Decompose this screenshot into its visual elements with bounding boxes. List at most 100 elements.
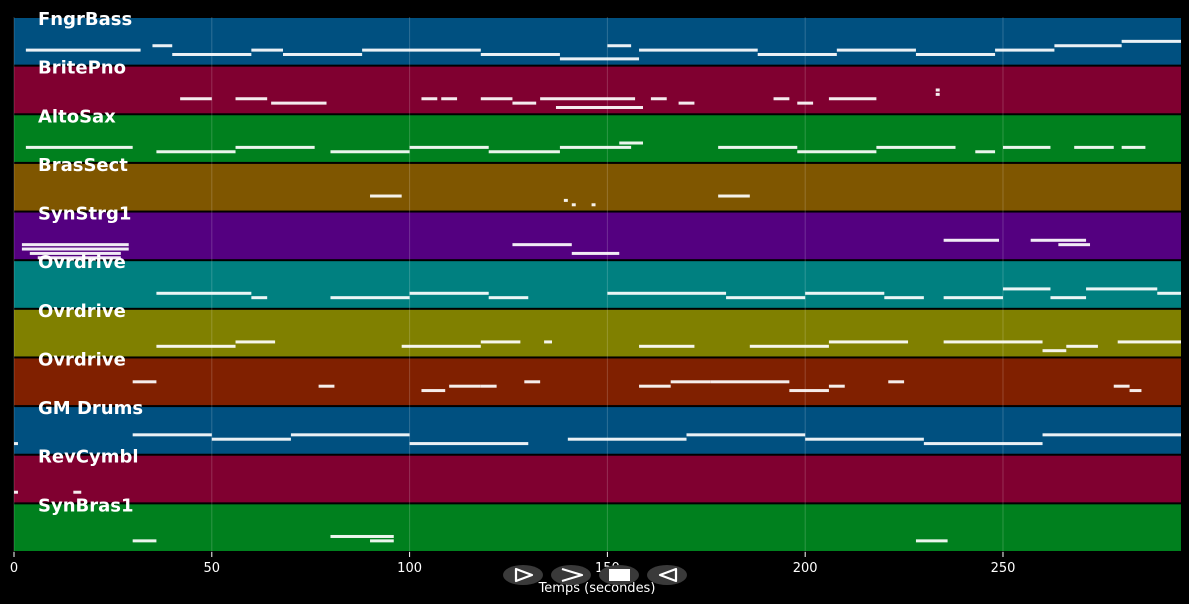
- note-mark: [1074, 145, 1114, 149]
- note-mark: [330, 534, 394, 538]
- note-mark: [876, 145, 956, 149]
- note-mark: [559, 57, 640, 61]
- note-mark: [441, 97, 458, 101]
- note-mark: [915, 52, 996, 56]
- note-mark: [251, 296, 268, 300]
- note-mark: [670, 380, 711, 384]
- x-tick-label: 200: [793, 561, 818, 576]
- note-mark: [639, 384, 671, 388]
- note-mark: [235, 145, 315, 149]
- note-mark: [330, 150, 410, 154]
- note-mark: [607, 291, 727, 295]
- x-tick-label: 250: [991, 561, 1016, 576]
- note-mark: [156, 291, 252, 295]
- play-button[interactable]: [503, 565, 543, 585]
- track-band: [14, 504, 1181, 551]
- note-mark: [726, 296, 806, 300]
- note-mark: [21, 247, 129, 251]
- note-mark: [943, 340, 1003, 344]
- rewind-icon: [658, 567, 678, 583]
- note-mark: [797, 150, 877, 154]
- note-mark: [25, 48, 141, 52]
- note-mark: [828, 384, 845, 388]
- note-mark: [884, 296, 924, 300]
- track-band: [14, 163, 1181, 211]
- x-tick-label: 0: [10, 561, 18, 576]
- note-mark: [156, 344, 236, 348]
- note-mark: [362, 48, 481, 52]
- stop-button[interactable]: [599, 565, 639, 585]
- note-mark: [1113, 384, 1130, 388]
- track-label: Ovrdrive: [38, 252, 126, 273]
- track-band: [14, 407, 1181, 454]
- note-mark: [1054, 44, 1122, 48]
- note-mark: [639, 48, 758, 52]
- track-label: RevCymbl: [38, 447, 139, 468]
- note-mark: [1058, 243, 1091, 247]
- note-mark: [132, 380, 157, 384]
- note-mark: [211, 437, 291, 441]
- note-mark: [1042, 433, 1181, 437]
- note-mark: [686, 433, 806, 437]
- note-mark: [571, 251, 620, 255]
- stop-icon: [609, 569, 630, 581]
- playback-controls: [503, 565, 687, 585]
- note-mark: [639, 344, 695, 348]
- note-mark: [555, 106, 643, 110]
- track-label: Ovrdrive: [38, 301, 126, 322]
- note-mark: [73, 490, 82, 494]
- note-mark: [180, 97, 212, 101]
- note-mark: [21, 243, 129, 247]
- forward-icon: [561, 567, 584, 583]
- note-mark: [1086, 287, 1158, 291]
- rewind-button[interactable]: [647, 565, 687, 585]
- x-tick-label: 100: [397, 561, 422, 576]
- note-mark: [571, 203, 576, 207]
- note-mark: [975, 150, 996, 154]
- note-mark: [271, 101, 327, 105]
- track-band: [14, 66, 1181, 114]
- note-mark: [540, 97, 636, 101]
- track-band: [14, 455, 1181, 503]
- note-mark: [25, 145, 133, 149]
- note-mark: [152, 44, 173, 48]
- note-mark: [773, 97, 790, 101]
- note-mark: [318, 384, 335, 388]
- note-mark: [836, 48, 916, 52]
- note-mark: [1157, 291, 1181, 295]
- track-label: BritePno: [38, 58, 126, 79]
- note-mark: [607, 44, 632, 48]
- note-mark: [1121, 39, 1181, 43]
- forward-button[interactable]: [551, 565, 591, 585]
- note-mark: [749, 344, 829, 348]
- note-mark: [14, 490, 18, 494]
- note-mark: [828, 340, 909, 344]
- note-mark: [710, 380, 790, 384]
- track-band: [14, 358, 1181, 406]
- note-mark: [480, 384, 497, 388]
- note-mark: [512, 243, 572, 247]
- note-mark: [172, 52, 252, 56]
- note-mark: [409, 145, 489, 149]
- note-mark: [132, 433, 212, 437]
- x-axis-title: Temps (secondes): [538, 581, 656, 596]
- note-mark: [370, 539, 394, 543]
- note-mark: [718, 145, 798, 149]
- note-mark: [370, 194, 402, 198]
- tracks-area: [14, 18, 1181, 551]
- note-mark: [1117, 340, 1181, 344]
- note-mark: [888, 380, 905, 384]
- grid-lines: [13, 17, 1004, 552]
- note-mark: [1030, 238, 1087, 242]
- note-mark: [235, 340, 276, 344]
- note-mark: [421, 389, 446, 393]
- note-mark: [1042, 349, 1067, 353]
- note-mark: [805, 437, 924, 441]
- note-mark: [156, 150, 236, 154]
- note-mark: [1121, 145, 1146, 149]
- note-mark: [805, 291, 885, 295]
- note-mark: [935, 88, 940, 92]
- note-mark: [524, 380, 541, 384]
- note-mark: [1002, 340, 1043, 344]
- note-mark: [480, 340, 521, 344]
